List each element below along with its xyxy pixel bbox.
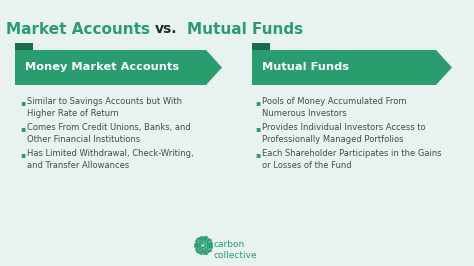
Text: carbon
collective: carbon collective <box>214 240 258 260</box>
Text: Pools of Money Accumulated From
Numerous Investors: Pools of Money Accumulated From Numerous… <box>262 97 407 118</box>
Polygon shape <box>15 50 222 85</box>
Text: ▪: ▪ <box>20 98 25 107</box>
Text: Money Market Accounts: Money Market Accounts <box>25 63 179 73</box>
Text: Money Market Accounts: Money Market Accounts <box>0 22 150 37</box>
Text: ▪: ▪ <box>20 150 25 159</box>
Text: Each Shareholder Participates in the Gains
or Losses of the Fund: Each Shareholder Participates in the Gai… <box>262 149 442 170</box>
Polygon shape <box>15 43 33 50</box>
Text: vs.: vs. <box>155 22 177 36</box>
Text: Similar to Savings Accounts but With
Higher Rate of Return: Similar to Savings Accounts but With Hig… <box>27 97 182 118</box>
Text: Provides Individual Investors Access to
Professionally Managed Portfolios: Provides Individual Investors Access to … <box>262 123 426 144</box>
Text: Mutual Funds: Mutual Funds <box>187 22 303 37</box>
Text: ▪: ▪ <box>255 124 260 133</box>
Text: ▪: ▪ <box>255 150 260 159</box>
Polygon shape <box>252 50 452 85</box>
Text: Comes From Credit Unions, Banks, and
Other Financial Institutions: Comes From Credit Unions, Banks, and Oth… <box>27 123 191 144</box>
Text: ▪: ▪ <box>255 98 260 107</box>
Polygon shape <box>252 43 270 50</box>
Text: Has Limited Withdrawal, Check-Writing,
and Transfer Allowances: Has Limited Withdrawal, Check-Writing, a… <box>27 149 193 170</box>
Text: Mutual Funds: Mutual Funds <box>262 63 349 73</box>
Text: ▪: ▪ <box>20 124 25 133</box>
